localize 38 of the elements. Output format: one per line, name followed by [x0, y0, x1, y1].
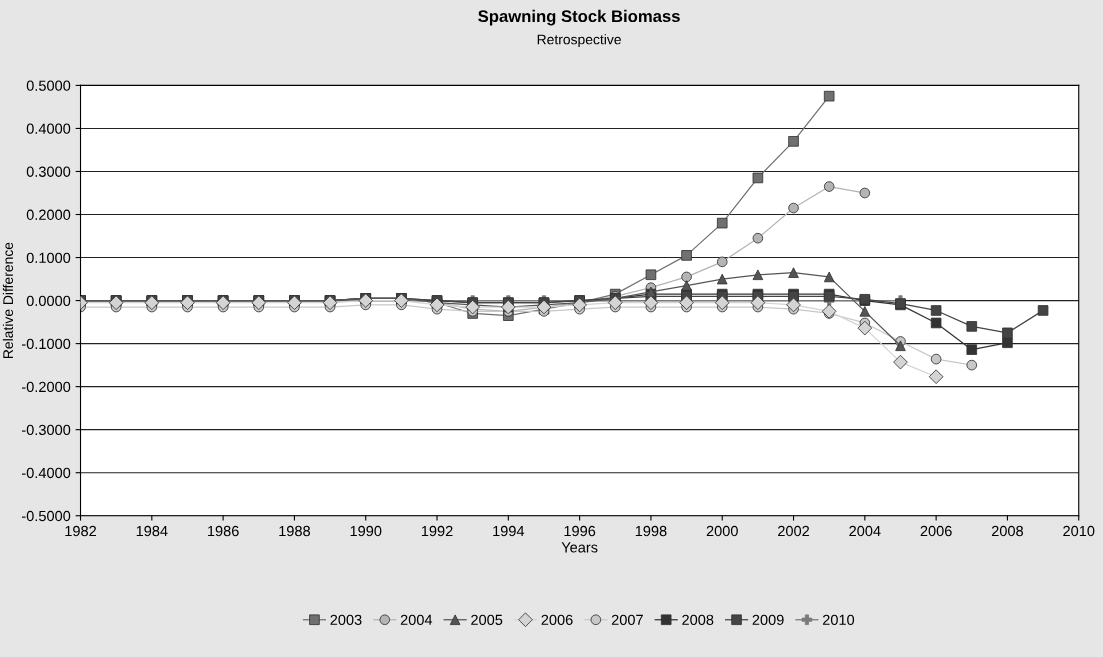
chart-title: Spawning Stock Biomass — [478, 9, 680, 26]
x-tick-label: 2008 — [991, 525, 1024, 537]
y-tick-label: -0.2000 — [21, 381, 71, 393]
x-tick-label: 2002 — [778, 525, 810, 537]
y-tick-label: 0.0000 — [26, 295, 71, 307]
y-tick-label: -0.3000 — [21, 424, 71, 436]
x-tick-label: 1996 — [564, 525, 596, 537]
legend-label: 2003 — [330, 614, 362, 625]
legend-label: 2006 — [541, 614, 573, 625]
y-tick-label: -0.5000 — [21, 510, 71, 522]
x-tick-label: 2000 — [706, 525, 738, 537]
legend-label: 2010 — [822, 614, 855, 625]
legend-label: 2008 — [682, 614, 714, 625]
x-tick-label: 1992 — [421, 525, 453, 537]
legend-label: 2007 — [611, 614, 643, 625]
x-tick-label: 1986 — [208, 525, 239, 537]
y-tick-label: -0.1000 — [21, 338, 71, 350]
y-tick-label: 0.4000 — [26, 123, 71, 134]
y-tick-label: -0.4000 — [21, 467, 71, 479]
x-axis-title: Years — [561, 542, 598, 553]
x-tick-label: 2006 — [920, 525, 952, 537]
x-tick-label: 2010 — [1063, 525, 1095, 537]
x-tick-label: 1998 — [635, 525, 667, 537]
x-tick-label: 1990 — [350, 525, 382, 537]
x-tick-label: 1984 — [136, 525, 168, 537]
y-tick-label: 0.1000 — [26, 252, 71, 263]
legend-label: 2005 — [471, 614, 503, 625]
x-tick-label: 1982 — [65, 525, 97, 537]
y-axis-title: Relative Difference — [2, 242, 14, 358]
y-tick-label: 0.3000 — [26, 166, 71, 177]
x-tick-label: 2004 — [849, 525, 881, 537]
legend-label: 2009 — [752, 614, 784, 625]
x-tick-label: 1994 — [493, 525, 525, 537]
chart-subtitle: Retrospective — [537, 34, 621, 48]
y-tick-label: 0.5000 — [26, 80, 71, 91]
legend-label: 2004 — [400, 614, 433, 625]
x-tick-label: 1988 — [279, 525, 311, 537]
y-tick-label: 0.2000 — [26, 209, 71, 220]
